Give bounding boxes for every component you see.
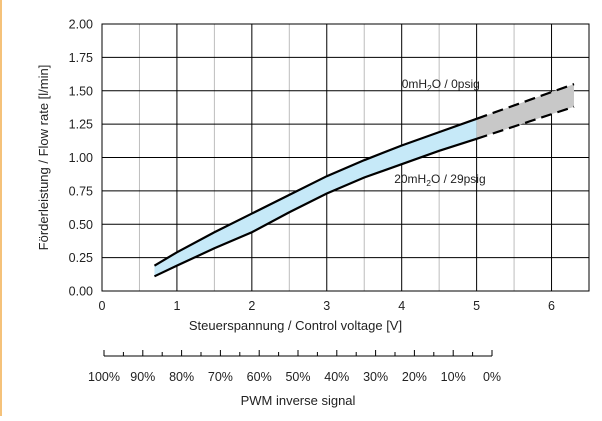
- pwm-axis-label: PWM inverse signal: [241, 393, 356, 408]
- x-tick-label: 4: [398, 299, 405, 313]
- extrapolated-line-upper: [476, 83, 575, 120]
- annotation-0mh2o: 0mH2O / 0psig: [402, 77, 480, 93]
- y-tick-label: 1.75: [69, 51, 93, 65]
- y-tick-label: 1.50: [69, 84, 93, 98]
- pwm-tick-label: 90%: [130, 370, 155, 384]
- x-axis-label: Steuerspannung / Control voltage [V]: [189, 318, 402, 333]
- annotations: 0mH2O / 0psig 20mH2O / 29psig: [394, 77, 485, 188]
- series-lines: [153, 83, 575, 278]
- y-tick-label: 1.25: [69, 118, 93, 132]
- tick-labels: 0 1 2 3 4 5 6 0.00 0.25 0.50 0.75 1.00 1.25 1.50 1.75 2…: [69, 18, 555, 314]
- extrapolated-line-lower: [476, 105, 575, 140]
- y-axis-label: Förderleistung / Flow rate [l/min]: [36, 65, 51, 251]
- y-tick-label: 0.00: [69, 285, 93, 299]
- y-tick-label: 0.50: [69, 218, 93, 232]
- series-line-0mh2o: [153, 117, 477, 267]
- pwm-tick-label: 80%: [169, 370, 194, 384]
- pwm-tick-label: 50%: [285, 370, 310, 384]
- pwm-tick-label: 0%: [483, 370, 501, 384]
- y-tick-label: 0.75: [69, 184, 93, 198]
- series-line-20mh2o: [153, 137, 477, 278]
- annotation-20mh2o: 20mH2O / 29psig: [394, 172, 485, 188]
- pwm-tick-label: 10%: [441, 370, 466, 384]
- pwm-tick-label: 70%: [208, 370, 233, 384]
- grid: [102, 24, 589, 291]
- y-tick-label: 1.00: [69, 151, 93, 165]
- pwm-tick-label: 30%: [363, 370, 388, 384]
- pwm-tick-label: 60%: [247, 370, 272, 384]
- x-tick-label: 3: [323, 299, 330, 313]
- y-tick-label: 0.25: [69, 251, 93, 265]
- bands: [154, 84, 575, 277]
- x-tick-label: 5: [473, 299, 480, 313]
- pwm-tick-label: 20%: [402, 370, 427, 384]
- pwm-tick-label: 40%: [324, 370, 349, 384]
- pwm-tick-label: 100%: [88, 370, 120, 384]
- x-tick-label: 6: [548, 299, 555, 313]
- y-tick-label: 2.00: [69, 18, 93, 32]
- plot-border: [101, 23, 590, 292]
- x-tick-label: 1: [173, 299, 180, 313]
- extrapolated-band: [476, 84, 575, 139]
- x-tick-label: 2: [248, 299, 255, 313]
- pwm-axis: 100% 90% 80% 70% 60% 50% 40% 30% 20% 10% 0%: [88, 350, 501, 384]
- measured-band: [154, 118, 477, 277]
- x-tick-label: 0: [99, 299, 106, 313]
